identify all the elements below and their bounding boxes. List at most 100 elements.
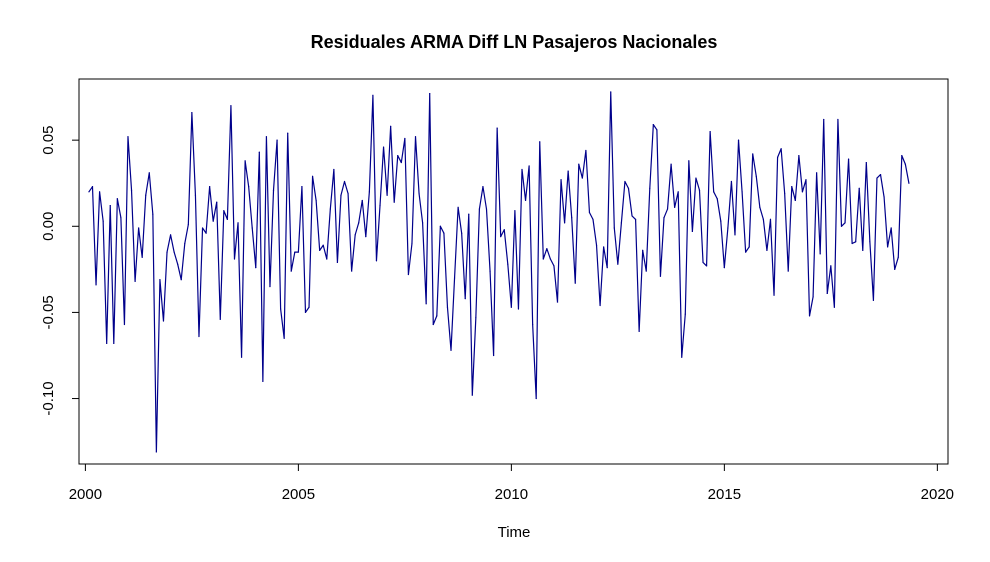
data-point xyxy=(847,158,850,160)
data-point xyxy=(468,213,470,215)
data-point xyxy=(88,191,90,193)
data-point xyxy=(453,277,456,279)
data-point xyxy=(784,192,786,195)
data-point xyxy=(464,298,466,300)
data-point xyxy=(113,342,115,345)
data-point xyxy=(265,136,268,138)
data-point xyxy=(98,191,101,193)
data-point xyxy=(311,175,314,177)
plot-frame xyxy=(78,78,949,465)
data-point xyxy=(237,222,239,224)
data-point xyxy=(556,301,559,303)
data-point xyxy=(258,151,260,153)
data-point xyxy=(510,306,512,308)
data-point xyxy=(585,149,587,152)
data-point xyxy=(794,199,796,202)
data-point xyxy=(606,267,608,269)
data-point xyxy=(819,253,821,255)
data-point xyxy=(116,198,118,200)
data-point xyxy=(837,118,839,121)
data-point xyxy=(890,227,892,229)
data-point xyxy=(869,241,871,243)
data-point xyxy=(769,218,772,220)
data-point xyxy=(755,175,757,177)
data-point xyxy=(201,227,204,229)
data-point xyxy=(823,118,825,121)
data-point xyxy=(297,251,299,253)
y-tick-label: -0.05 xyxy=(40,295,57,329)
data-point xyxy=(851,242,853,245)
data-point xyxy=(720,220,722,222)
data-point xyxy=(894,268,896,270)
data-point xyxy=(564,222,566,224)
data-point xyxy=(656,129,658,131)
data-point xyxy=(588,211,591,214)
data-point xyxy=(198,335,200,338)
data-point xyxy=(187,223,189,226)
data-point xyxy=(173,251,175,253)
data-point xyxy=(503,229,505,231)
data-point xyxy=(255,267,257,269)
data-point xyxy=(287,132,289,134)
data-point xyxy=(414,136,417,138)
data-point xyxy=(567,170,569,172)
data-point xyxy=(528,165,530,167)
data-point xyxy=(177,263,179,265)
data-point xyxy=(879,174,882,176)
data-point xyxy=(354,234,356,236)
data-point xyxy=(592,218,594,220)
data-point xyxy=(649,187,651,189)
data-point xyxy=(233,258,236,260)
data-point xyxy=(280,308,282,310)
data-point xyxy=(663,217,665,219)
data-point xyxy=(351,270,353,272)
data-point xyxy=(855,241,857,243)
data-point xyxy=(776,156,779,158)
data-point xyxy=(340,194,342,196)
data-point xyxy=(908,182,910,184)
data-point xyxy=(390,125,392,127)
data-point xyxy=(801,191,804,193)
data-point xyxy=(411,242,413,245)
data-point xyxy=(798,155,800,157)
chart-title: Residuales ARMA Diff LN Pasajeros Nacion… xyxy=(311,32,718,52)
data-point xyxy=(319,249,321,251)
x-tick-label: 2000 xyxy=(69,486,102,503)
data-point xyxy=(436,315,438,317)
data-point xyxy=(816,172,818,174)
data-point xyxy=(762,218,764,220)
data-point xyxy=(670,163,672,165)
y-tick-label: 0.05 xyxy=(40,126,57,155)
data-point xyxy=(603,246,605,248)
data-point xyxy=(617,263,619,265)
data-point xyxy=(524,199,527,202)
series-layer xyxy=(88,91,910,453)
data-point xyxy=(833,306,835,308)
y-tick-label: 0.00 xyxy=(40,212,57,241)
data-point xyxy=(595,244,598,246)
data-point xyxy=(475,316,477,319)
data-point xyxy=(432,323,434,326)
data-point xyxy=(162,320,165,322)
data-point xyxy=(674,206,676,208)
data-point xyxy=(230,105,232,107)
data-point xyxy=(546,248,548,250)
data-point xyxy=(883,196,885,198)
data-point xyxy=(627,187,630,189)
data-point xyxy=(748,246,750,248)
y-axis: -0.10 -0.05 0.00 0.05 xyxy=(40,126,80,416)
data-point xyxy=(695,177,697,179)
data-point xyxy=(343,180,346,183)
data-point xyxy=(240,356,243,358)
data-point xyxy=(180,279,182,281)
data-point xyxy=(248,186,250,188)
data-point xyxy=(482,186,484,188)
data-point xyxy=(844,222,846,224)
data-point xyxy=(400,161,402,164)
data-point xyxy=(574,282,576,284)
data-point xyxy=(496,127,498,129)
data-point xyxy=(301,186,303,188)
data-point xyxy=(862,249,864,251)
data-point xyxy=(691,230,693,233)
data-point xyxy=(610,91,612,93)
